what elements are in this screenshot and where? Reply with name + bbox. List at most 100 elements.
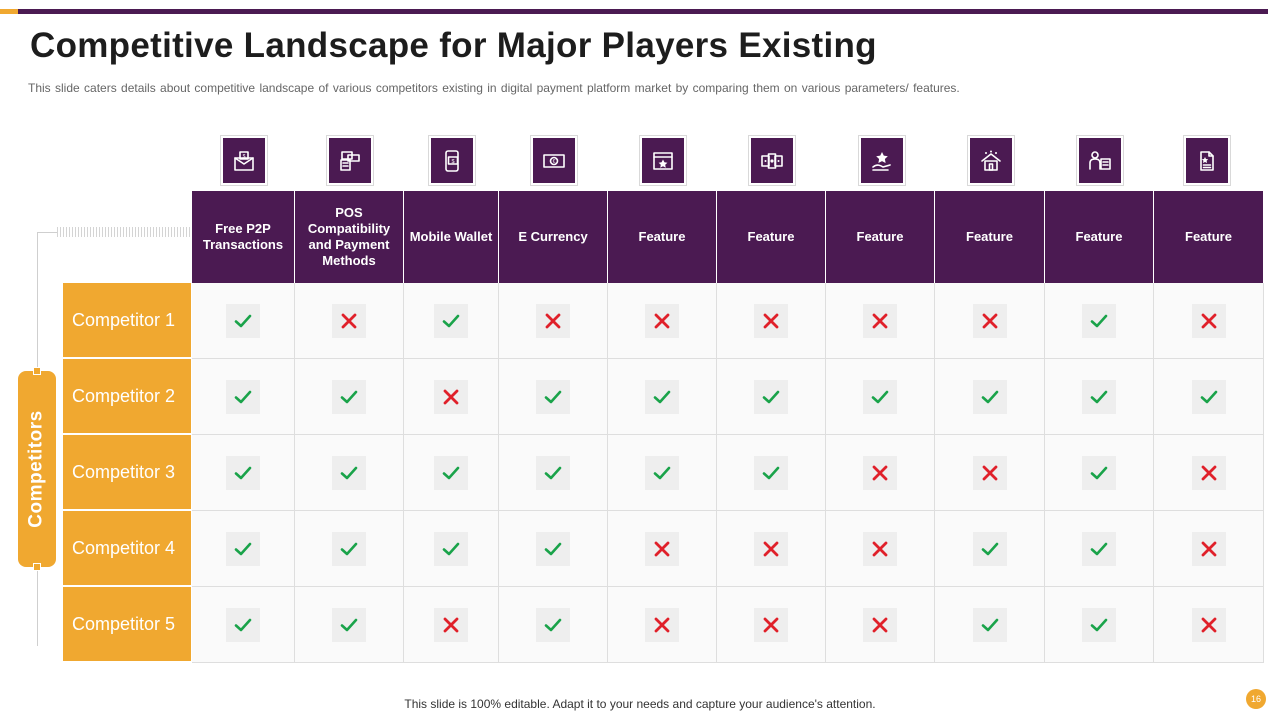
table-cell [404,283,499,359]
table-cell [295,587,404,663]
table-cell [1045,435,1154,511]
top-bar [18,9,1268,14]
table-cell [192,587,295,663]
cross-icon [863,303,897,338]
table-cell [404,511,499,587]
check-icon [434,303,468,338]
table-cell [499,511,608,587]
cross-icon [972,455,1007,490]
check-icon [226,607,260,642]
table-cell [295,359,404,435]
table-cell [717,435,826,511]
column-header: Feature [717,191,826,283]
cross-icon [434,379,468,414]
check-icon [332,607,366,642]
column-icon-box [639,135,687,186]
table-cell [1045,511,1154,587]
table-cell [826,359,935,435]
column-icon-box: $ [428,135,476,186]
table-cell [935,587,1045,663]
table-cell [192,359,295,435]
svg-text:$: $ [451,159,454,165]
check-icon [972,379,1007,414]
cross-icon [1191,455,1226,490]
table-cell [499,283,608,359]
cross-icon [1191,531,1226,566]
row-label: Competitor 2 [63,359,191,434]
top-accent-bar [0,9,18,14]
table-cell [608,283,717,359]
table-cell [192,435,295,511]
check-icon [226,303,260,338]
table-cell [1045,587,1154,663]
table-cell [1154,435,1264,511]
table-cell [499,359,608,435]
table-cell [1154,511,1264,587]
table-cell [295,435,404,511]
house-stars-icon [970,138,1012,183]
check-icon [332,379,366,414]
check-icon [332,455,366,490]
column-icon-box [1076,135,1124,186]
browser-star-icon [642,138,684,183]
row-label: Competitor 4 [63,511,191,586]
bracket-top-line [37,232,57,233]
check-icon [1082,455,1116,490]
check-icon [536,455,570,490]
cross-icon [645,303,679,338]
page-number: 16 [1246,689,1266,709]
table-cell [499,435,608,511]
check-icon [226,455,260,490]
table-cell [1045,359,1154,435]
table-cell [1045,283,1154,359]
check-icon [536,607,570,642]
table-cell [717,359,826,435]
table-cell [608,359,717,435]
column-icon-box: € [530,135,578,186]
column-header: Free P2P Transactions [192,191,295,283]
check-icon [645,455,679,490]
cross-icon [863,531,897,566]
email-money-icon: $ [223,138,265,183]
cross-icon [1191,303,1226,338]
table-cell [1154,283,1264,359]
table-cell [935,359,1045,435]
table-cell [826,283,935,359]
column-header: E Currency [499,191,608,283]
check-icon [1082,607,1116,642]
footer-note: This slide is 100% editable. Adapt it to… [404,697,876,711]
cross-icon [332,303,366,338]
table-cell [608,587,717,663]
cross-icon [645,607,679,642]
competitors-side-label: Competitors [18,371,56,567]
check-icon [972,531,1007,566]
cards-stars-icon [751,138,793,183]
table-cell [404,435,499,511]
check-icon [1082,531,1116,566]
table-cell [404,587,499,663]
table-cell [192,283,295,359]
table-cell [935,511,1045,587]
column-icon-box [326,135,374,186]
check-icon [536,531,570,566]
column-header: Feature [935,191,1045,283]
column-header: Feature [608,191,717,283]
check-icon [226,379,260,414]
pos-terminal-icon [329,138,371,183]
table-cell [1154,359,1264,435]
table-cell [192,511,295,587]
table-cell [935,435,1045,511]
row-label: Competitor 3 [63,435,191,510]
column-icon-box: $ [220,135,268,186]
page-subtitle: This slide caters details about competit… [28,81,960,95]
cross-icon [863,455,897,490]
column-icon-box [1183,135,1231,186]
table-cell [826,435,935,511]
column-icon-box [967,135,1015,186]
cross-icon [1191,607,1226,642]
competitors-side-label-text: Competitors [26,410,47,528]
table-cell [404,359,499,435]
table-cell [717,511,826,587]
column-header: Feature [1154,191,1264,283]
page-title: Competitive Landscape for Major Players … [30,26,877,65]
